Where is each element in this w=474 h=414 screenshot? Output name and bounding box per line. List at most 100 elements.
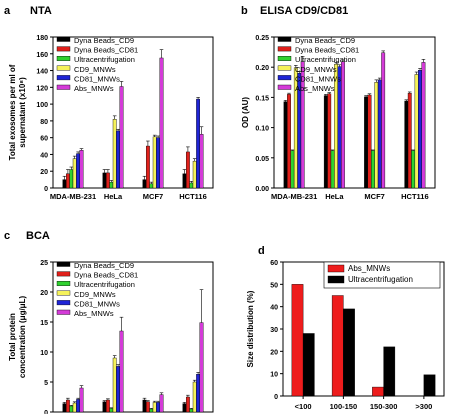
x-tick-label: HCT116	[401, 192, 429, 201]
bar	[105, 399, 110, 413]
y-tick-label: 25	[40, 260, 48, 267]
legend-label: Abs_MNWs	[74, 84, 114, 93]
bar	[145, 145, 150, 189]
bar	[69, 169, 74, 189]
legend: Abs_MNWs Ultracentrifugation	[323, 261, 441, 289]
y-tick-label: 0.15	[255, 95, 269, 102]
bar	[69, 405, 74, 413]
bar	[105, 172, 110, 189]
bar	[62, 403, 67, 413]
bar	[152, 136, 157, 189]
legend-label: CD81_MNWs	[295, 74, 341, 83]
legend-swatch	[56, 309, 71, 315]
bar	[145, 401, 150, 413]
bar	[343, 308, 355, 397]
y-tick-label: 20	[270, 349, 278, 356]
bar	[79, 150, 84, 189]
bar	[291, 284, 304, 397]
legend-label: Dyna Beads_CD9	[74, 36, 134, 45]
legend-label: CD81_MNWs	[74, 74, 120, 83]
bar	[199, 134, 204, 189]
bar	[364, 96, 368, 189]
legend-swatch	[277, 36, 292, 42]
y-tick-label: 50	[270, 282, 278, 289]
bar	[331, 295, 344, 397]
legend-swatch	[56, 36, 71, 42]
legend-label: CD9_MNWs	[74, 290, 116, 299]
bar	[182, 173, 187, 189]
legend-label: Ultracentrifugation	[74, 55, 135, 64]
bar	[72, 158, 77, 189]
bar	[109, 408, 114, 413]
y-axis-label: Total proteinconcentration (μg/μL)	[8, 296, 27, 379]
bar	[156, 402, 160, 413]
y-tick-label: 5	[44, 380, 48, 387]
bar	[189, 182, 194, 189]
bar	[149, 408, 154, 413]
y-tick-label: 80	[40, 119, 48, 126]
bar	[421, 62, 426, 189]
legend-label: Abs_MNWs	[295, 84, 335, 93]
bar	[196, 98, 200, 189]
panel-c: c BCA 0 5 10 15 20 25 Total proteinconcentration…	[4, 230, 214, 414]
bar	[374, 82, 379, 189]
bar	[323, 95, 328, 189]
bar	[116, 366, 121, 413]
legend-label: Dyna Beads_CD81	[74, 46, 138, 55]
y-tick-label: 40	[40, 152, 48, 159]
bar	[119, 86, 124, 189]
y-tick-label: 60	[270, 260, 278, 267]
x-tick-label: MDA-MB-231	[50, 192, 96, 201]
bar	[404, 100, 409, 189]
bar	[116, 130, 121, 189]
y-tick-label: 10	[40, 350, 48, 357]
bar	[159, 57, 164, 189]
bar	[79, 387, 84, 413]
x-tick-label: HCT116	[179, 192, 207, 201]
bar	[367, 94, 372, 189]
bar	[149, 183, 154, 189]
legend-label: Dyna Beads_CD81	[74, 271, 138, 280]
legend-label: Ultracentrifugation	[74, 280, 135, 289]
bar	[381, 52, 386, 189]
panel-a: a NTA 0 20 40 60 80 100 120 140 160 180 Total exosom…	[4, 5, 214, 201]
bar	[407, 92, 412, 189]
bar	[411, 150, 416, 189]
bar	[372, 386, 384, 397]
panel-letter: c	[4, 230, 10, 242]
y-tick-label: 0.05	[255, 156, 269, 163]
bar	[199, 322, 204, 413]
bar	[330, 150, 335, 189]
legend-swatch	[327, 264, 345, 273]
bar	[377, 79, 382, 189]
legend-label: CD9_MNWs	[74, 65, 116, 74]
bar	[185, 151, 190, 189]
bar	[192, 160, 197, 189]
bar	[418, 70, 422, 189]
bar	[192, 381, 197, 413]
bar	[76, 399, 81, 413]
y-axis-label: Total exosomes per ml ofsupernatant (x10…	[8, 64, 27, 160]
legend-swatch	[56, 271, 71, 277]
bar	[283, 101, 288, 189]
x-tick-label: MCF7	[143, 192, 163, 201]
y-axis-label: Size distribution (%)	[246, 290, 255, 367]
bar	[119, 330, 124, 413]
y-tick-label: 30	[270, 327, 278, 334]
legend-swatch	[56, 84, 71, 90]
y-tick-label: 0.00	[255, 186, 269, 193]
legend-label: Ultracentrifugation	[348, 275, 413, 284]
x-tick-label: <100	[295, 402, 312, 411]
x-tick-label: HeLa	[104, 192, 123, 201]
y-tick-label: 0.25	[255, 35, 269, 42]
legend-swatch	[56, 75, 71, 81]
bar	[72, 402, 77, 413]
bar	[102, 401, 107, 413]
legend-swatch	[56, 261, 71, 267]
bar	[185, 396, 190, 413]
y-tick-label: 10	[270, 372, 278, 379]
legend-swatch	[277, 75, 292, 81]
